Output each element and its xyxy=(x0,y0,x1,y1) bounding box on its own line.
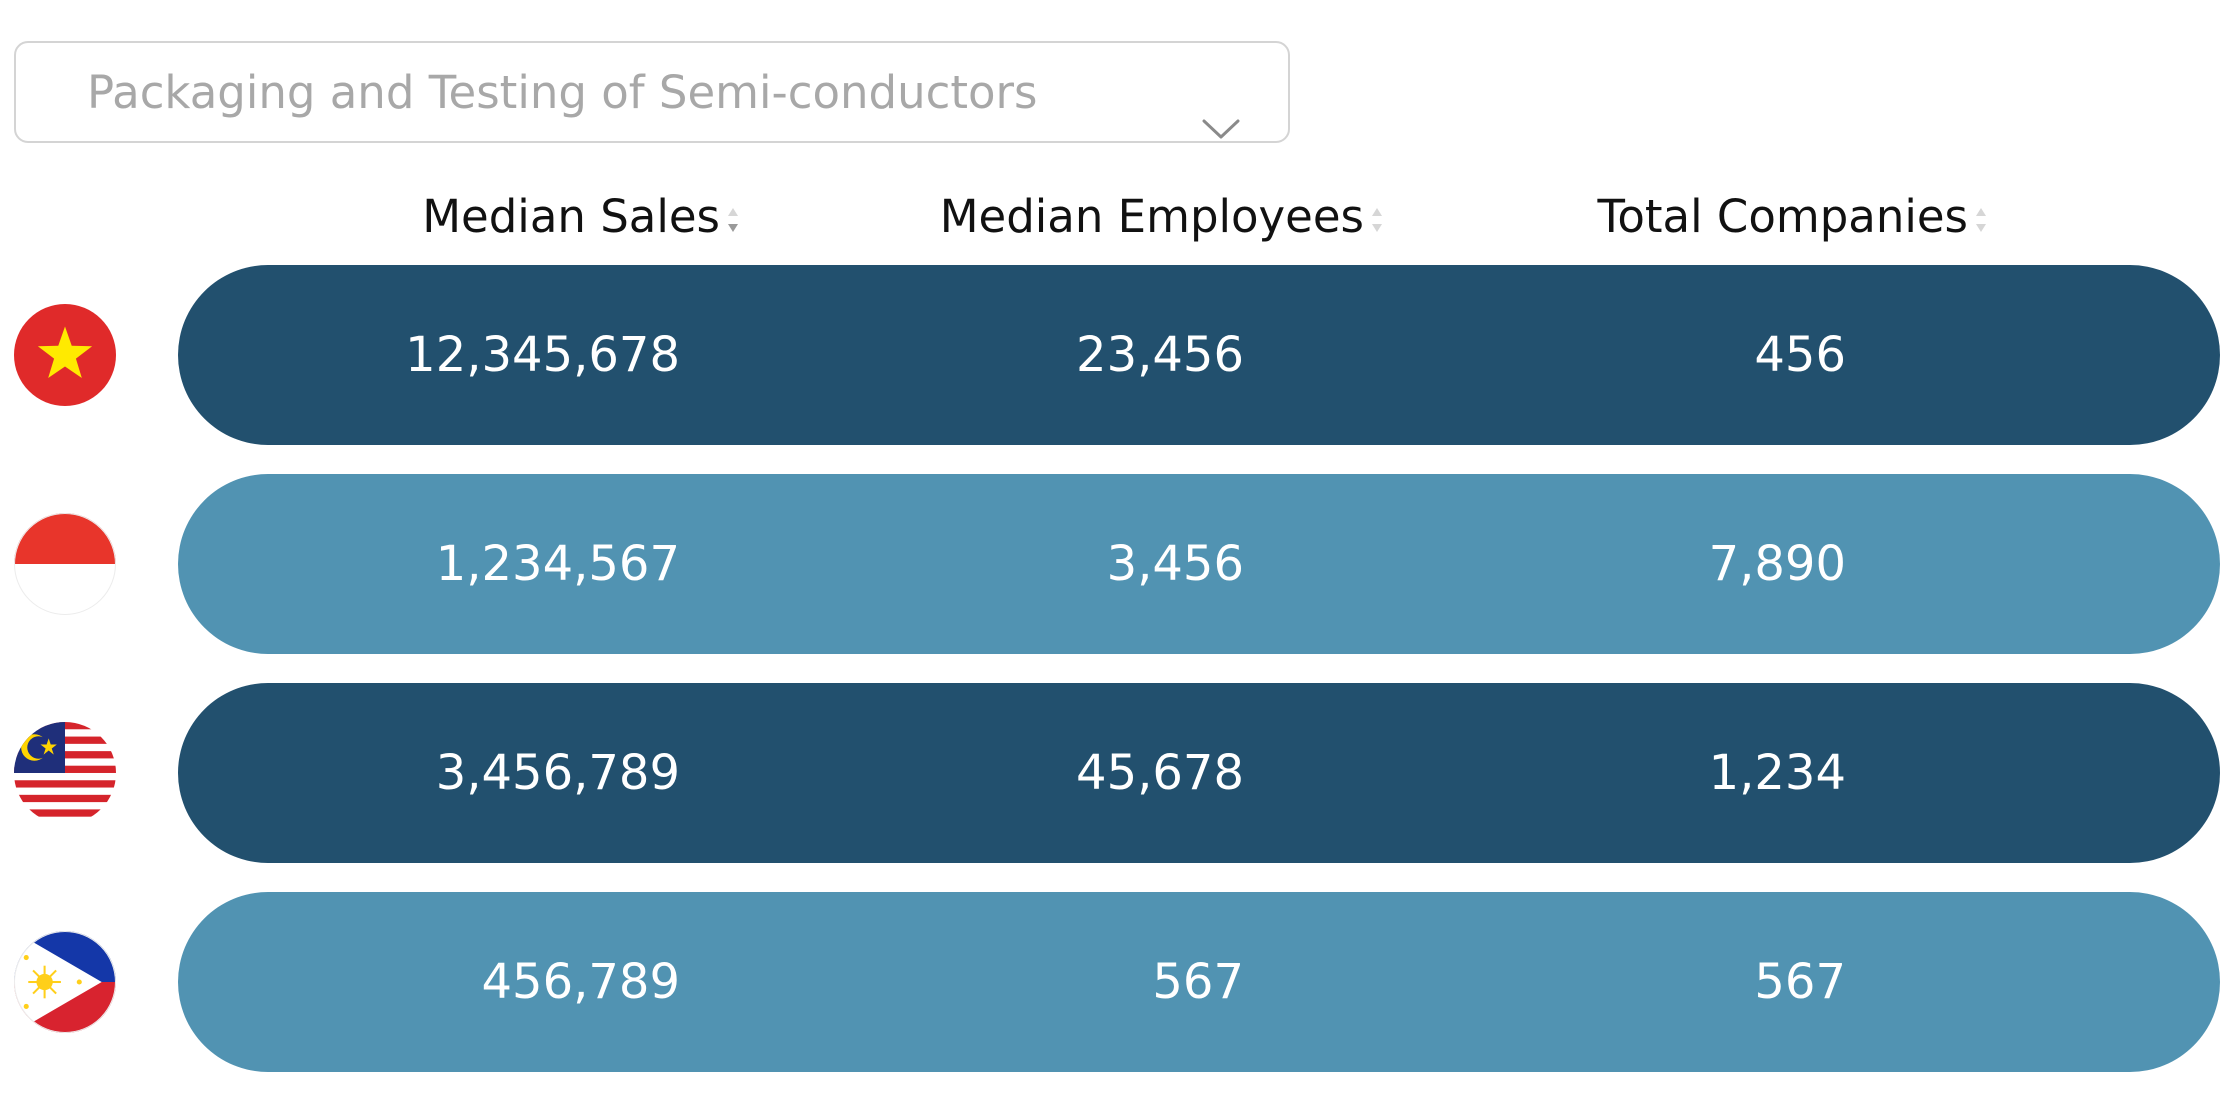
column-header-label: Median Sales xyxy=(422,189,720,243)
philippines-flag-icon xyxy=(14,931,116,1033)
total-companies-value: 7,890 xyxy=(1708,536,1846,592)
chevron-down-icon xyxy=(1202,119,1240,139)
industry-dropdown-value: Packaging and Testing of Semi-conductors xyxy=(87,66,1038,119)
sort-icon[interactable] xyxy=(1370,205,1384,235)
indonesia-flag-icon xyxy=(14,513,116,615)
median-employees-value: 23,456 xyxy=(1076,327,1244,383)
median-employees-value: 3,456 xyxy=(1106,536,1244,592)
vietnam-flag-icon xyxy=(14,304,116,406)
table-row: 456,789 567 567 xyxy=(0,892,2240,1072)
total-companies-value: 456 xyxy=(1754,327,1846,383)
row-pill[interactable]: 3,456,789 45,678 1,234 xyxy=(178,683,2220,863)
table-row: 12,345,678 23,456 456 xyxy=(0,265,2240,445)
total-companies-value: 1,234 xyxy=(1708,745,1846,801)
column-header-label: Median Employees xyxy=(939,189,1364,243)
table-row: 3,456,789 45,678 1,234 xyxy=(0,683,2240,863)
column-header-total-companies[interactable]: Total Companies xyxy=(1598,178,1988,254)
sort-icon[interactable] xyxy=(726,205,740,235)
row-pill[interactable]: 12,345,678 23,456 456 xyxy=(178,265,2220,445)
total-companies-value: 567 xyxy=(1754,954,1846,1010)
median-employees-value: 567 xyxy=(1152,954,1244,1010)
column-header-label: Total Companies xyxy=(1597,189,1968,243)
median-sales-value: 3,456,789 xyxy=(435,745,680,801)
malaysia-flag-icon xyxy=(14,722,116,824)
median-employees-value: 45,678 xyxy=(1076,745,1244,801)
median-sales-value: 456,789 xyxy=(481,954,681,1010)
column-header-median-sales[interactable]: Median Sales xyxy=(422,178,740,254)
row-pill[interactable]: 456,789 567 567 xyxy=(178,892,2220,1072)
column-header-median-employees[interactable]: Median Employees xyxy=(940,178,1384,254)
median-sales-value: 12,345,678 xyxy=(405,327,680,383)
sort-icon[interactable] xyxy=(1974,205,1988,235)
industry-dropdown[interactable]: Packaging and Testing of Semi-conductors xyxy=(14,41,1290,143)
table-row: 1,234,567 3,456 7,890 xyxy=(0,474,2240,654)
table-header: Median Sales Median Employees Total Comp… xyxy=(0,178,2240,254)
row-pill[interactable]: 1,234,567 3,456 7,890 xyxy=(178,474,2220,654)
median-sales-value: 1,234,567 xyxy=(435,536,680,592)
